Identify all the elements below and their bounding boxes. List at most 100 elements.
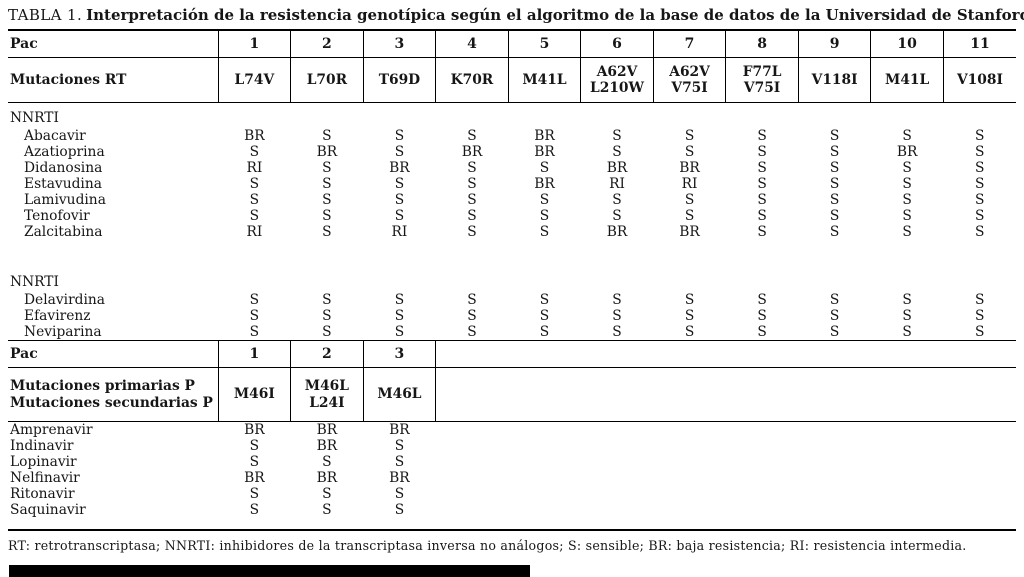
protease-mutations-label: Mutaciones primarias P Mutaciones secunda… — [8, 367, 219, 422]
pac-label: Pac — [8, 340, 219, 368]
resistance-value: S — [467, 224, 477, 240]
spacer — [8, 518, 1016, 530]
resistance-value: RI — [391, 224, 408, 240]
table-row: Nelfinavir BR BR BR — [8, 470, 1016, 486]
resistance-value: S — [612, 308, 622, 324]
resistance-value: BR — [679, 160, 700, 176]
resistance-value: S — [539, 308, 550, 324]
resistance-value: BR — [316, 422, 338, 438]
section-header: NNRTI — [10, 110, 59, 126]
drug-name: Amprenavir — [10, 422, 93, 438]
resistance-value: BR — [534, 128, 555, 144]
resistance-value: S — [394, 128, 405, 144]
resistance-value: S — [757, 324, 767, 340]
empty-cell — [436, 438, 1016, 454]
drug-name: Azatioprina — [24, 144, 105, 160]
pac-number: 2 — [290, 340, 364, 368]
resistance-value: S — [974, 292, 985, 308]
table-row: Didanosina RI S BR S S BR BR S S S S — [8, 160, 1016, 176]
resistance-value: S — [249, 324, 260, 340]
pac-number: 7 — [652, 30, 726, 58]
resistance-value: S — [322, 324, 332, 340]
section-spacer — [8, 240, 1016, 266]
section-header-row: NNRTI — [8, 102, 1016, 128]
resistance-value: S — [539, 224, 550, 240]
resistance-value: S — [902, 208, 912, 224]
drug-name: Estavudina — [24, 176, 102, 192]
empty-cell — [436, 470, 1016, 486]
resistance-value: BR — [461, 144, 483, 160]
resistance-value: S — [974, 144, 985, 160]
drug-name: Neviparina — [24, 324, 102, 340]
resistance-value: BR — [316, 438, 338, 454]
resistance-value: S — [612, 192, 622, 208]
resistance-value: S — [539, 292, 550, 308]
protease-mutation-cell: M46L L24I — [290, 367, 364, 422]
resistance-value: S — [467, 308, 477, 324]
section-header: NNRTI — [10, 274, 59, 290]
resistance-value: BR — [534, 144, 555, 160]
resistance-value: BR — [606, 224, 628, 240]
resistance-value: S — [829, 176, 840, 192]
empty-cell — [436, 454, 1016, 470]
resistance-value: S — [902, 128, 912, 144]
empty-cell — [436, 502, 1016, 518]
resistance-value: S — [612, 128, 622, 144]
resistance-value: S — [684, 324, 695, 340]
drug-name: Saquinavir — [10, 502, 86, 518]
resistance-value: S — [612, 208, 622, 224]
resistance-value: S — [249, 308, 260, 324]
page-title: Interpretación de la resistencia genotíp… — [86, 6, 1024, 24]
resistance-value: RI — [246, 224, 263, 240]
resistance-value: S — [684, 208, 695, 224]
resistance-value: BR — [534, 176, 555, 192]
resistance-value: BR — [896, 144, 918, 160]
resistance-value: RI — [609, 176, 625, 192]
table-row: Amprenavir BR BR BR — [8, 422, 1016, 439]
resistance-value: S — [974, 208, 985, 224]
table-row: Lamivudina S S S S S S S S S S S — [8, 192, 1016, 208]
resistance-value: S — [757, 192, 767, 208]
resistance-value: BR — [316, 144, 338, 160]
empty-cell — [436, 486, 1016, 502]
table-caption: TABLA 1. Interpretación de la resistencia… — [8, 6, 1024, 24]
resistance-value: S — [829, 160, 840, 176]
resistance-value: S — [249, 438, 260, 454]
pac-number: 3 — [362, 340, 437, 368]
empty-cell — [435, 340, 1016, 368]
resistance-value: S — [539, 324, 550, 340]
protease-mutation-cell: M46L — [362, 367, 437, 422]
resistance-value: S — [322, 486, 332, 502]
resistance-value: S — [757, 308, 767, 324]
resistance-value: BR — [606, 160, 628, 176]
resistance-value: S — [684, 192, 695, 208]
rt-mutations-row: Mutaciones RT L74V L70R T69D K70R M41L A62V L21… — [8, 57, 1016, 103]
resistance-value: BR — [244, 422, 265, 438]
resistance-value: S — [249, 486, 260, 502]
resistance-value: S — [757, 208, 767, 224]
resistance-value: S — [322, 208, 332, 224]
rt-mutation-cell: K70R — [435, 57, 509, 103]
resistance-value: S — [249, 454, 260, 470]
rt-mutation-cell: V108I — [942, 57, 1016, 103]
resistance-value: S — [974, 308, 985, 324]
resistance-value: S — [467, 176, 477, 192]
resistance-value: BR — [389, 470, 410, 486]
pac-number: 3 — [362, 30, 436, 58]
pac-number: 6 — [580, 30, 654, 58]
resistance-value: RI — [246, 160, 263, 176]
resistance-value: S — [829, 224, 840, 240]
resistance-value: S — [974, 160, 985, 176]
resistance-value: S — [394, 292, 405, 308]
resistance-value: S — [974, 128, 985, 144]
resistance-value: S — [394, 176, 405, 192]
pac-number: 1 — [217, 340, 291, 368]
drug-name: Delavirdina — [24, 292, 106, 308]
resistance-value: S — [757, 292, 767, 308]
resistance-value: S — [757, 144, 767, 160]
table-row: Delavirdina S S S S S S S S S S S — [8, 292, 1016, 308]
resistance-value: S — [467, 160, 477, 176]
page: { "title": { "label": "TABLA 1.", "text"… — [0, 6, 1024, 577]
protease-mutations-row: Mutaciones primarias P Mutaciones secunda… — [8, 367, 1016, 422]
rt-mutation-cell: A62V L210W — [580, 57, 654, 103]
